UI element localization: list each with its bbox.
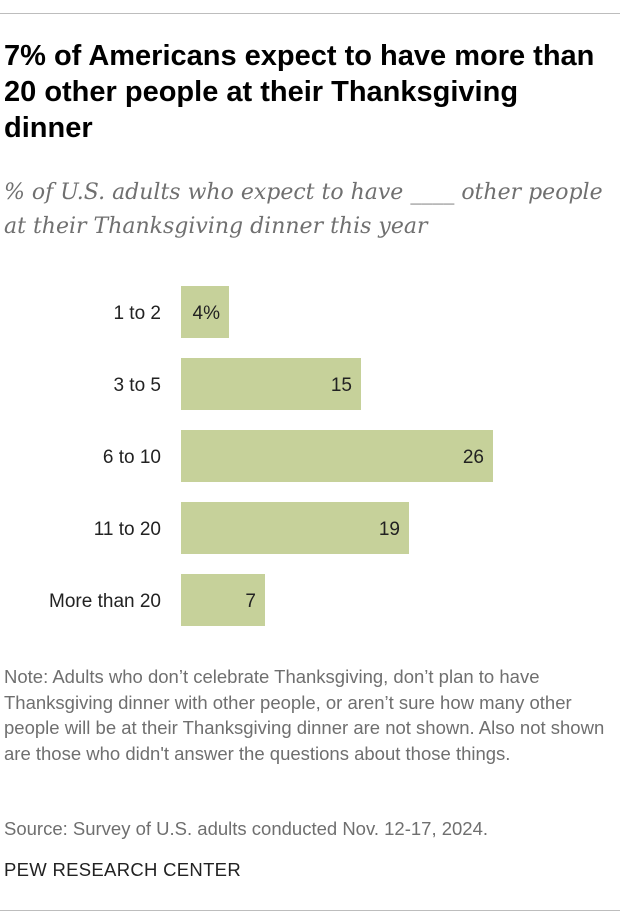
- bar-value-label: 7: [245, 591, 256, 612]
- category-label: 3 to 5: [113, 375, 161, 396]
- bottom-rule: [0, 910, 620, 911]
- category-label: 1 to 2: [113, 303, 161, 324]
- bar: [181, 574, 265, 626]
- top-rule: [0, 13, 620, 14]
- chart-note: Note: Adults who don’t celebrate Thanksg…: [4, 666, 605, 764]
- chart-title: 7% of Americans expect to have more than…: [4, 40, 595, 144]
- bar: [181, 358, 361, 410]
- bar-chart: 1 to 2 4% 3 to 5 15 6 to 10 26 11 to 20 19 More …: [49, 286, 493, 626]
- category-label: More than 20: [49, 591, 161, 612]
- chart-subtitle: % of U.S. adults who expect to have ____…: [4, 180, 603, 239]
- bar-value-label: 19: [379, 519, 400, 540]
- bar-value-label: 4%: [193, 303, 221, 324]
- organization-name: PEW RESEARCH CENTER: [4, 859, 241, 880]
- bar-value-label: 15: [331, 375, 352, 396]
- bar: [181, 502, 409, 554]
- bar: [181, 286, 229, 338]
- chart-source: Source: Survey of U.S. adults conducted …: [4, 818, 489, 839]
- bar: [181, 430, 493, 482]
- category-label: 6 to 10: [103, 447, 161, 468]
- bar-value-label: 26: [463, 447, 484, 468]
- category-label: 11 to 20: [94, 519, 161, 540]
